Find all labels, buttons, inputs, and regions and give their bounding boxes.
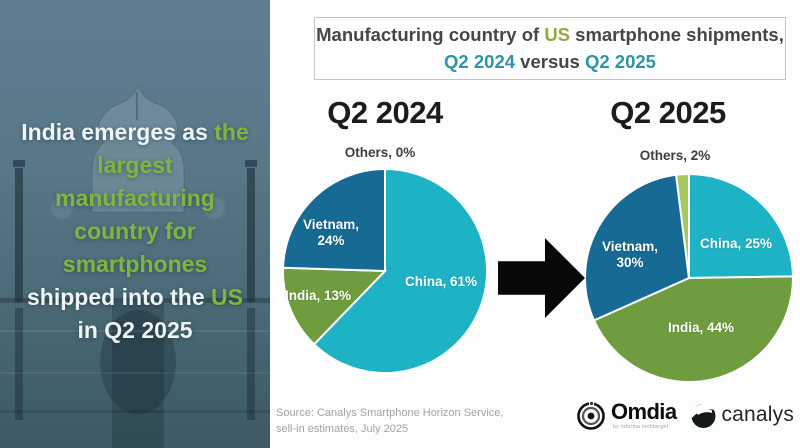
pie-slice-china [688,172,795,280]
pie-slice-vietnam [584,173,691,322]
slice-label-others-2025: Others, 2% [639,148,711,163]
arrow-right-icon [498,238,585,318]
omdia-subtext: by informa techtarget [613,423,669,430]
chart-title-box: Manufacturing country of US smartphone s… [314,17,786,80]
headline-segment: shipped into the [27,284,212,310]
slice-label-vietnam-2024: Vietnam, 24% [302,217,360,249]
taj-mahal-silhouette [0,87,270,448]
headline-segment-highlight: the largest manufacturing country for sm… [55,119,249,277]
pie-heading-q2-2025: Q2 2025 [610,95,726,130]
logos: Omdia by informa techtarget canalys [575,399,794,431]
chart-panel: Manufacturing country of US smartphone s… [270,0,800,448]
pie-heading-q2-2024: Q2 2024 [327,95,443,130]
title-segment: smartphone shipments, [570,23,784,45]
source-line2: sell-in estimates, July 2025 [276,422,409,435]
pie-slice-others [674,172,690,279]
slice-label-india-2024: India, 13% [284,288,352,303]
slice-label-others-2024: Others, 0% [344,145,416,160]
title-segment-us: US [544,23,571,45]
chart-title-line1: Manufacturing country of US smartphone s… [316,22,784,49]
slice-label-vietnam-2025: Vietnam, 30% [601,239,659,271]
slice-label-india-2025: India, 44% [667,320,735,335]
left-photo-panel: India emerges as the largest manufacturi… [0,0,270,448]
title-segment: versus [515,50,585,72]
omdia-name: Omdia [611,398,677,424]
omdia-logo: Omdia by informa techtarget [575,398,677,431]
pie-slice-china [312,167,488,374]
pie-slice-vietnam [282,167,386,273]
pie-chart-q2-2024 [282,167,488,374]
canalys-logo: canalys [690,402,794,429]
headline-segment: India emerges as [21,119,215,145]
pie-slice-india [282,266,388,346]
title-segment: Manufacturing country of [316,23,545,45]
title-segment-q2-2025: Q2 2025 [584,50,656,72]
source-note: Source: Canalys Smartphone Horizon Servi… [276,406,503,438]
title-segment-q2-2024: Q2 2024 [444,50,516,72]
canalys-name: canalys [721,403,795,426]
pie-slice-india [592,275,794,383]
slice-label-china-2025: China, 25% [699,236,773,251]
omdia-wordmark: Omdia by informa techtarget [611,398,677,430]
headline-segment: in Q2 2025 [77,317,193,343]
source-line1: Source: Canalys Smartphone Horizon Servi… [276,407,504,419]
pie-chart-q2-2025 [584,172,795,383]
headline-segment-highlight: US [211,284,243,310]
chart-title-line2: Q2 2024 versus Q2 2025 [444,49,656,76]
canalys-logo-icon [690,403,718,428]
headline-text: India emerges as the largest manufacturi… [0,116,270,347]
omdia-logo-icon [577,401,605,430]
slice-label-china-2024: China, 61% [404,274,478,289]
